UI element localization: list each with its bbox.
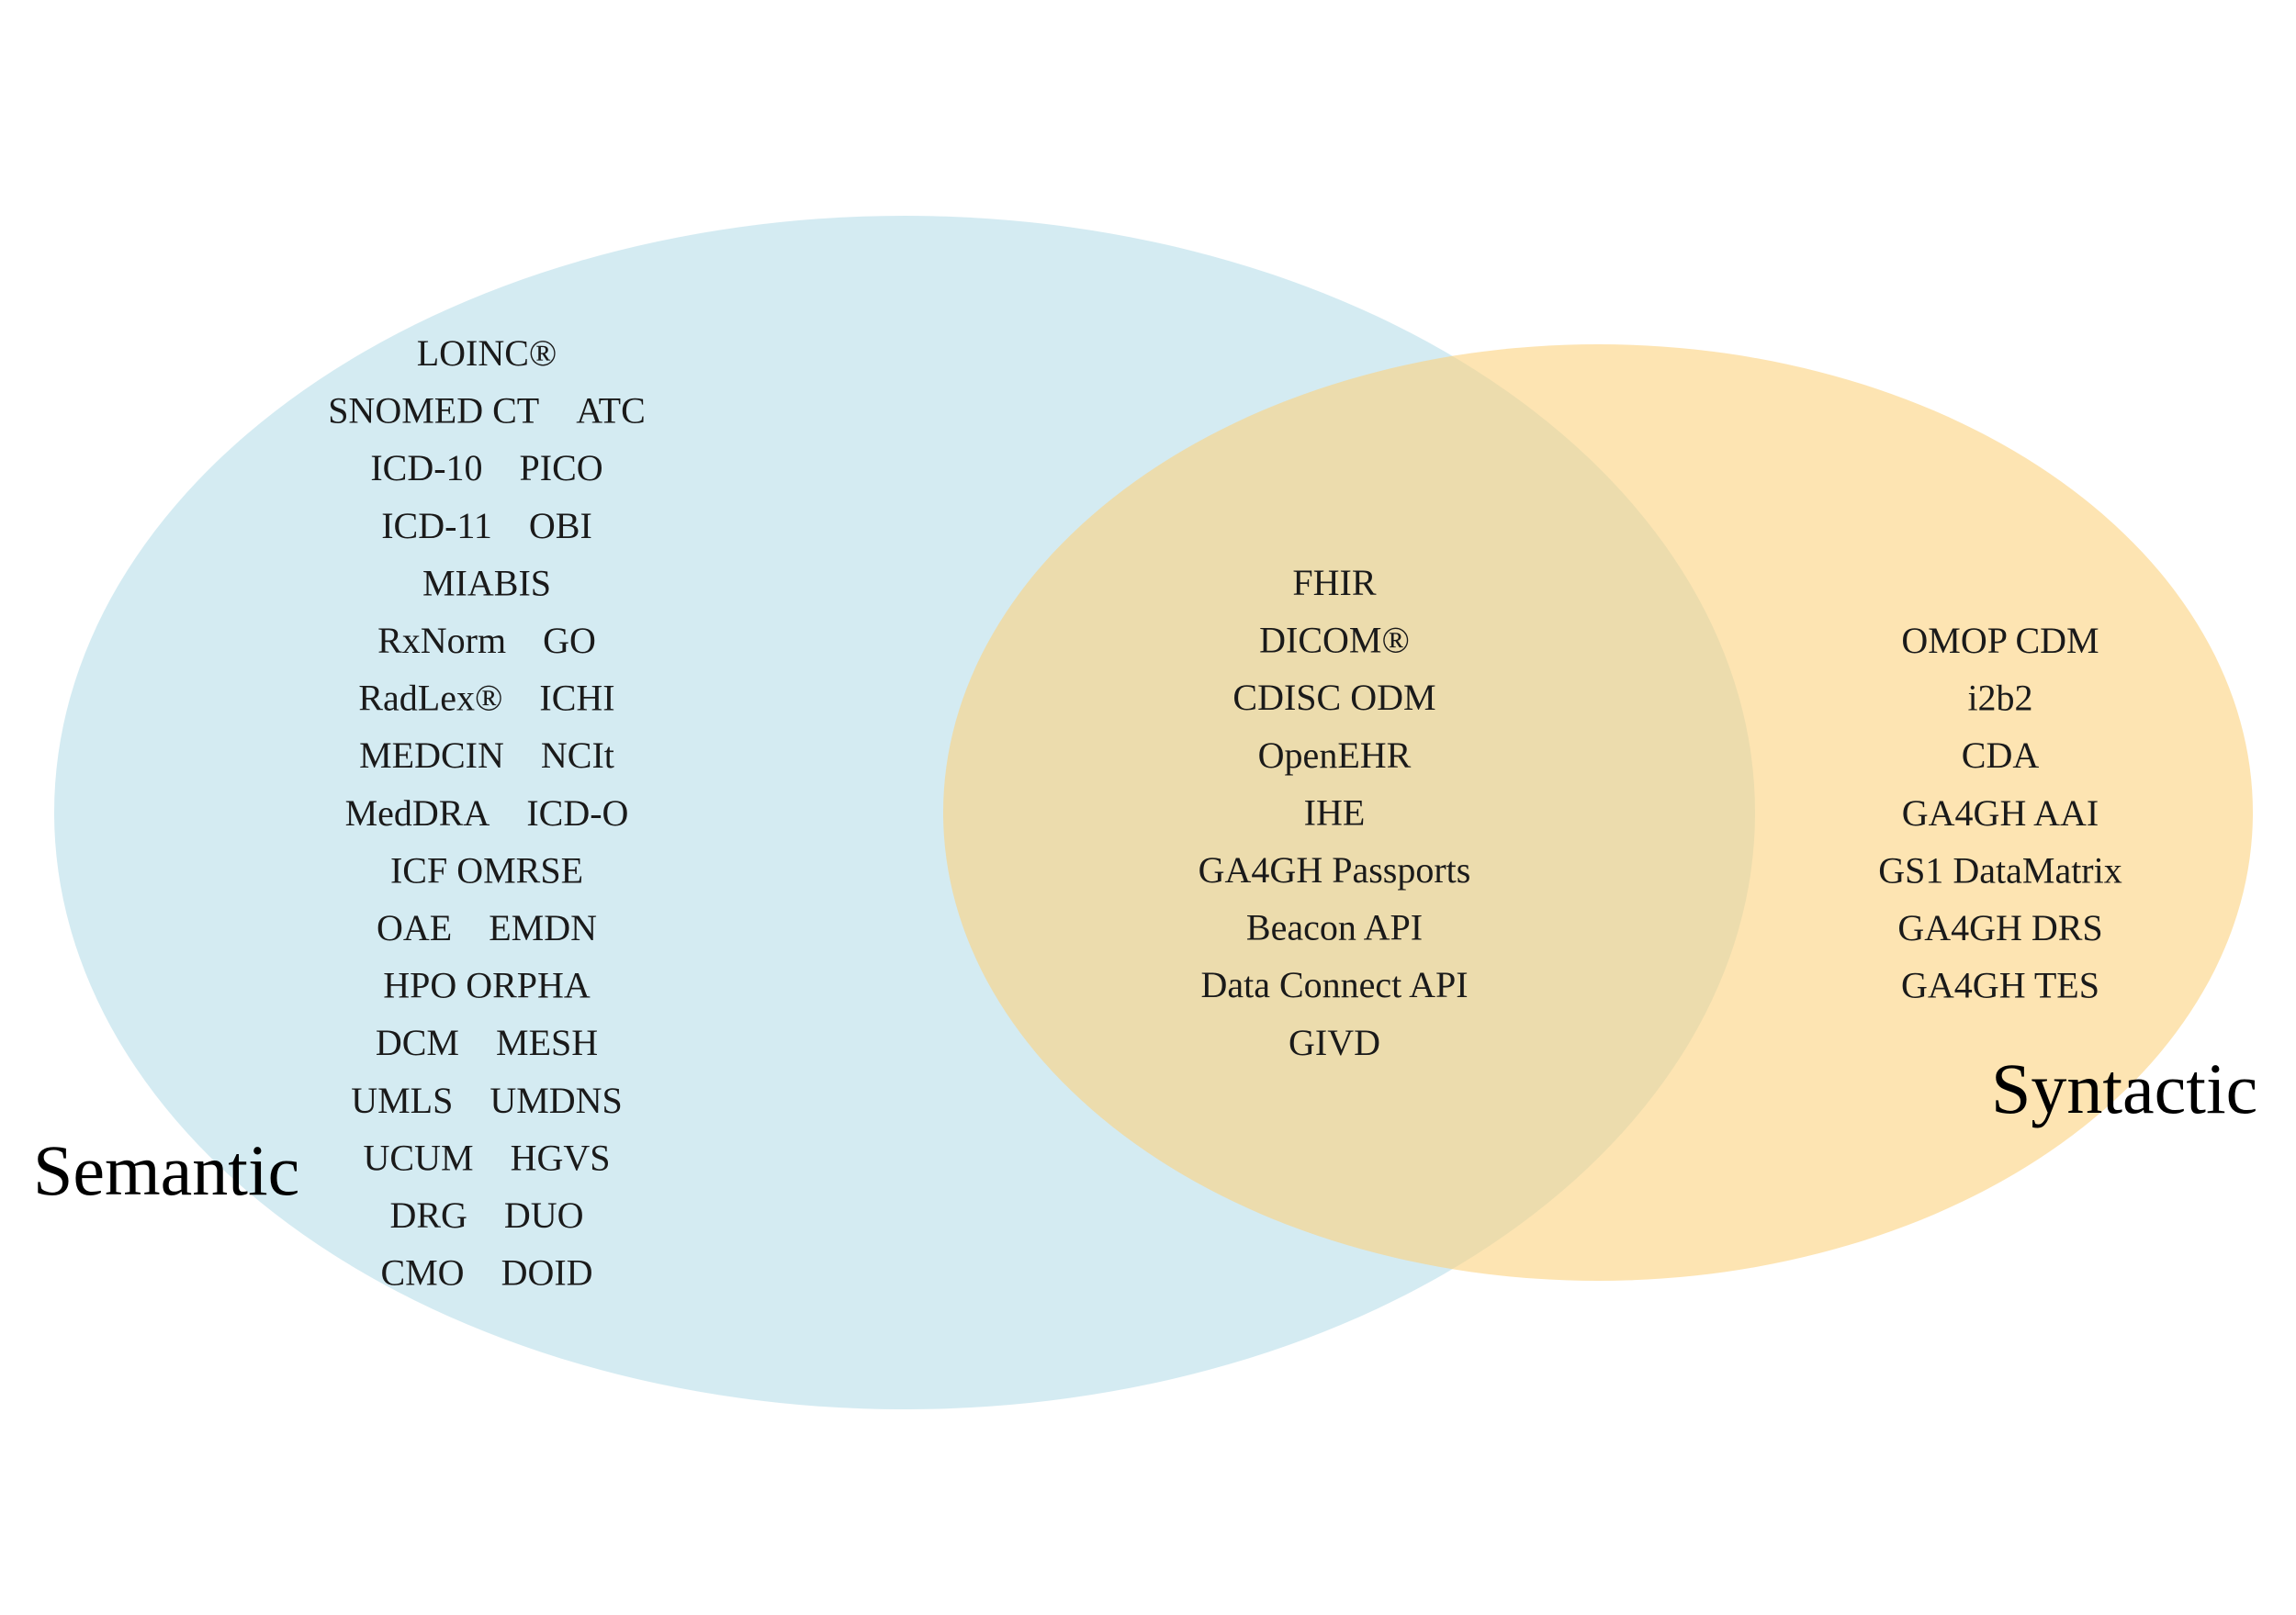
syntactic-terms-group: OMOP CDM i2b2 CDA GA4GH AAI GS1 DataMatrix GA… (1878, 620, 2122, 1006)
semantic-term: GO (543, 620, 596, 661)
semantic-term: ICF OMRSE (390, 849, 583, 891)
semantic-term: MedDRA (345, 792, 490, 834)
semantic-term: EMDN (489, 907, 597, 948)
semantic-term: NCIt (541, 735, 614, 776)
intersection-term: Data Connect API (1200, 964, 1468, 1005)
semantic-term: ATC (576, 390, 646, 432)
intersection-term: FHIR (1292, 562, 1376, 603)
semantic-term: UCUM (364, 1137, 474, 1178)
semantic-term: DRG (389, 1194, 467, 1236)
semantic-term: ICD-11 (381, 505, 492, 546)
syntactic-term: OMOP CDM (1901, 620, 2099, 661)
intersection-term: CDISC ODM (1232, 677, 1435, 718)
semantic-term: DUO (504, 1194, 584, 1236)
semantic-term: MIABIS (422, 562, 551, 603)
syntactic-term: GA4GH TES (1901, 965, 2099, 1006)
semantic-term: OAE (377, 907, 452, 948)
intersection-terms-group: FHIR DICOM® CDISC ODM OpenEHR IHE GA4GH Passp… (1199, 562, 1471, 1063)
syntactic-set-ellipse (943, 344, 2253, 1281)
semantic-term: DOID (501, 1252, 593, 1294)
semantic-term: UMLS (351, 1080, 453, 1121)
syntactic-term: i2b2 (1967, 678, 2032, 719)
semantic-term: OBI (529, 505, 592, 546)
semantic-term: SNOMED CT (328, 390, 539, 432)
semantic-term: ICHI (539, 678, 614, 719)
semantic-term: RxNorm (377, 620, 506, 661)
semantic-term: MESH (496, 1022, 598, 1063)
syntactic-set-label: Syntactic (1991, 1049, 2257, 1128)
syntactic-term: GA4GH AAI (1902, 792, 2099, 834)
semantic-term: ICD-O (526, 792, 628, 834)
intersection-term: GA4GH Passports (1199, 849, 1471, 891)
semantic-term: PICO (520, 447, 603, 488)
semantic-term: UMDNS (490, 1080, 622, 1121)
semantic-term: HPO ORPHA (383, 965, 591, 1006)
semantic-term: RadLex® (358, 678, 502, 719)
intersection-term: GIVD (1289, 1022, 1380, 1063)
intersection-term: DICOM® (1259, 620, 1410, 661)
semantic-term: ICD-10 (370, 447, 482, 488)
intersection-term: OpenEHR (1258, 735, 1412, 776)
semantic-term: CMO (380, 1252, 464, 1294)
semantic-term: DCM (376, 1022, 459, 1063)
syntactic-term: GS1 DataMatrix (1878, 849, 2122, 891)
semantic-term: LOINC® (417, 332, 557, 374)
syntactic-term: GA4GH DRS (1897, 907, 2102, 948)
syntactic-term: CDA (1962, 735, 2040, 776)
semantic-term: HGVS (511, 1137, 611, 1178)
semantic-set-label: Semantic (33, 1130, 299, 1210)
intersection-term: IHE (1304, 791, 1366, 833)
intersection-term: Beacon API (1246, 907, 1423, 948)
semantic-term: MEDCIN (359, 735, 504, 776)
semantic-terms-group: LOINC® SNOMED CT ATC ICD-10 PICO ICD-11 OBI MIA… (328, 332, 646, 1294)
